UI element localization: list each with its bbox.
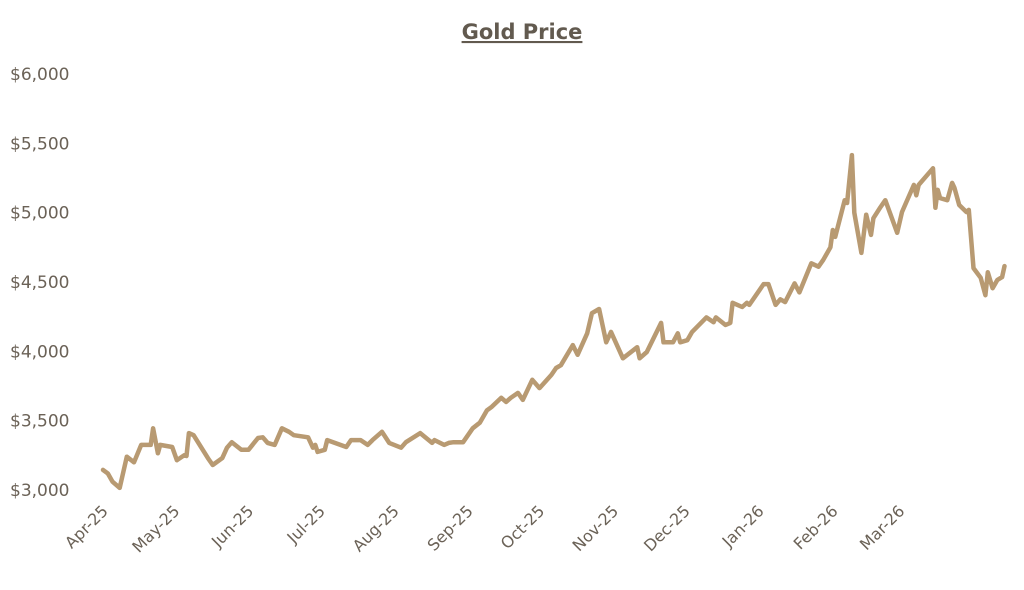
y-tick-label: $3,000 bbox=[10, 481, 69, 501]
gold-price-line bbox=[100, 152, 1007, 491]
x-tick-label: Mar-26 bbox=[856, 501, 909, 554]
x-tick-label: Nov-25 bbox=[569, 501, 623, 555]
series-layer bbox=[100, 152, 1007, 491]
y-tick-label: $5,000 bbox=[10, 204, 69, 224]
x-tick-label: Apr-25 bbox=[61, 501, 112, 552]
y-tick-label: $3,500 bbox=[10, 412, 69, 432]
y-tick-label: $5,500 bbox=[10, 134, 69, 154]
y-axis: $3,000 $3,500 $4,000 $4,500 $5,000 $5,500 $6,0… bbox=[10, 65, 69, 501]
x-tick-label: Aug-25 bbox=[349, 501, 403, 555]
x-tick-label: Oct-25 bbox=[497, 501, 548, 552]
x-tick-label: Jun-25 bbox=[207, 501, 257, 551]
x-axis: Apr-25 May-25 Jun-25 Jul-25 Aug-25 Sep-25 Oct-… bbox=[61, 501, 908, 556]
x-tick-label: Jul-25 bbox=[283, 501, 329, 547]
x-tick-label: Feb-26 bbox=[790, 501, 842, 553]
x-tick-label: Dec-25 bbox=[640, 501, 694, 555]
y-tick-label: $4,500 bbox=[10, 273, 69, 293]
y-tick-label: $4,000 bbox=[10, 342, 69, 362]
x-tick-label: May-25 bbox=[128, 501, 183, 556]
chart-title: Gold Price bbox=[462, 20, 583, 44]
y-tick-label: $6,000 bbox=[10, 65, 69, 85]
x-tick-label: Jan-26 bbox=[718, 501, 768, 551]
x-tick-label: Sep-25 bbox=[423, 501, 476, 554]
